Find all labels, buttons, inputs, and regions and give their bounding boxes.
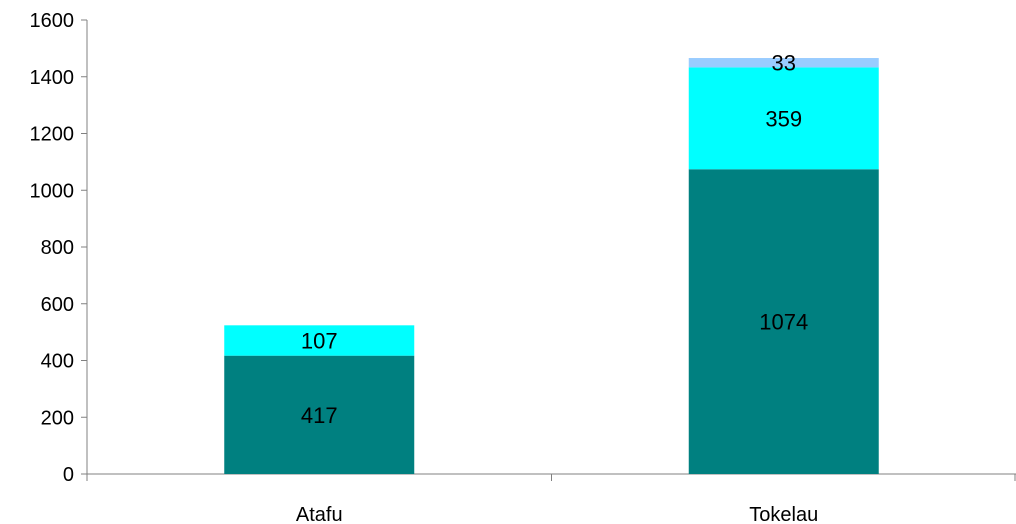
- data-labels: 417 107 1074 359 33: [301, 51, 808, 428]
- bar-segment: [224, 325, 415, 356]
- y-tick-label: 1600: [30, 10, 75, 32]
- data-label: 33: [772, 51, 796, 76]
- data-label: 107: [301, 328, 338, 353]
- bar-segment: [688, 58, 879, 68]
- x-tick-label: Atafu: [296, 504, 343, 524]
- bar-segment: [688, 169, 879, 474]
- x-tick-label: Tokelau: [749, 504, 818, 524]
- y-tick-label: 1200: [30, 124, 75, 146]
- y-tick-label: 1400: [30, 67, 75, 89]
- y-tick-label: 800: [41, 237, 74, 259]
- y-tick-label: 0: [63, 464, 74, 486]
- bar-segment: [688, 67, 879, 170]
- y-axis: 0 200 400 600 800 1000 1200 1400 1600: [30, 10, 88, 486]
- y-tick-label: 600: [41, 294, 74, 316]
- data-label: 359: [765, 106, 802, 131]
- y-tick-label: 200: [41, 407, 74, 429]
- x-axis: Atafu Tokelau: [86, 473, 1016, 524]
- y-tick-label: 400: [41, 351, 74, 373]
- data-label: 1074: [759, 310, 808, 335]
- bar-segments: [224, 58, 879, 474]
- y-tick-label: 1000: [30, 180, 75, 202]
- data-label: 417: [301, 403, 338, 428]
- bar-segment: [224, 355, 415, 474]
